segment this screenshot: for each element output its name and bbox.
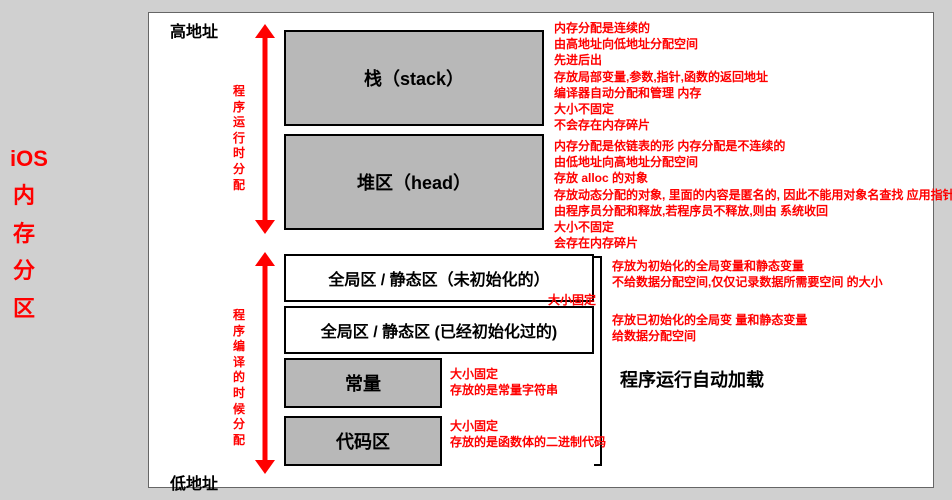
ann-global-init: 存放已初始化的全局变 量和静态变量 给数据分配空间	[612, 312, 807, 344]
label-auto-load: 程序运行自动加载	[620, 366, 764, 392]
block-stack: 栈（stack）	[284, 30, 544, 126]
block-heap: 堆区（head）	[284, 134, 544, 230]
arrow-compile: 程序编译的时候分配	[252, 252, 278, 474]
block-stack-label: 栈（stack）	[364, 65, 464, 91]
ann-code: 大小固定 存放的是函数体的二进制代码	[450, 418, 606, 450]
autoload-bracket-top	[594, 256, 602, 258]
block-global-init-label: 全局区 / 静态区 (已经初始化过的)	[321, 318, 557, 342]
arrow-compile-label: 程序编译的时候分配	[232, 308, 246, 448]
arrow-runtime: 程序运行时分配	[252, 24, 278, 234]
block-global-uninit-label: 全局区 / 静态区（未初始化的）	[328, 266, 549, 290]
ann-stack: 内存分配是连续的 由高地址向低地址分配空间 先进后出 存放局部变量,参数,指针,…	[554, 20, 768, 133]
label-high-address: 高地址	[170, 18, 218, 42]
page-title: iOS内存分区	[10, 140, 38, 327]
arrow-runtime-label: 程序运行时分配	[232, 84, 246, 193]
block-heap-label: 堆区（head）	[357, 169, 471, 195]
label-low-address: 低地址	[170, 470, 218, 494]
block-code-label: 代码区	[336, 428, 390, 454]
ann-heap: 内存分配是依链表的形 内存分配是不连续的 由低地址向高地址分配空间 存放 all…	[554, 138, 952, 251]
block-global-init: 全局区 / 静态区 (已经初始化过的)	[284, 306, 594, 354]
block-code: 代码区	[284, 416, 442, 466]
block-const-label: 常量	[345, 370, 381, 396]
autoload-bracket-bot	[594, 464, 602, 466]
ann-global-uninit: 存放为初始化的全局变量和静态变量 不给数据分配空间,仅仅记录数据所需要空间 的大…	[612, 258, 883, 290]
label-fixed-size: 大小固定	[548, 292, 596, 308]
block-const: 常量	[284, 358, 442, 408]
ann-const: 大小固定 存放的是常量字符串	[450, 366, 558, 398]
